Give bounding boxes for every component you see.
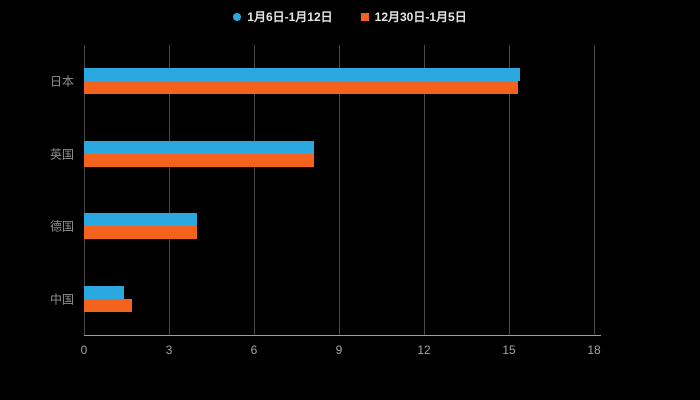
legend-label-series-1: 1月6日-1月12日 <box>247 10 333 24</box>
gridline <box>84 45 85 335</box>
bar-series-1-中国 <box>84 285 124 299</box>
x-tick-label: 15 <box>502 343 516 357</box>
gridline <box>169 45 170 335</box>
category-label: 德国 <box>49 219 74 234</box>
legend-item-series-2[interactable]: 12月30日-1月5日 <box>360 8 467 25</box>
bar-series-1-德国 <box>84 213 198 227</box>
bar-series-2-德国 <box>84 226 198 240</box>
gridline <box>339 45 340 335</box>
legend-item-series-1[interactable]: 1月6日-1月12日 <box>233 8 333 25</box>
x-tick-label: 9 <box>335 343 343 357</box>
bar-series-2-日本 <box>84 81 518 95</box>
x-tick-label: 0 <box>80 343 88 357</box>
circle-marker-icon <box>233 12 242 21</box>
gridline <box>509 45 510 335</box>
category-label: 英国 <box>49 147 74 162</box>
x-tick-label: 6 <box>250 343 258 357</box>
bar-series-1-英国 <box>84 140 314 154</box>
bar-series-1-日本 <box>84 68 521 82</box>
legend: 1月6日-1月12日 12月30日-1月5日 <box>0 8 700 25</box>
category-label: 中国 <box>49 292 74 307</box>
x-axis-line <box>84 335 601 336</box>
bar-series-2-中国 <box>84 298 133 312</box>
gridline <box>424 45 425 335</box>
plot-area: 0 3 6 9 12 15 18 日本英国德国中国 <box>50 45 601 357</box>
bar-series-2-英国 <box>84 153 314 167</box>
square-marker-icon <box>360 12 369 21</box>
x-tick-label: 18 <box>587 343 601 357</box>
legend-label-series-2: 12月30日-1月5日 <box>374 10 467 24</box>
gridline <box>594 45 595 335</box>
x-tick-label: 3 <box>165 343 173 357</box>
gridline <box>254 45 255 335</box>
x-tick-label: 12 <box>417 343 431 357</box>
category-label: 日本 <box>49 74 74 89</box>
